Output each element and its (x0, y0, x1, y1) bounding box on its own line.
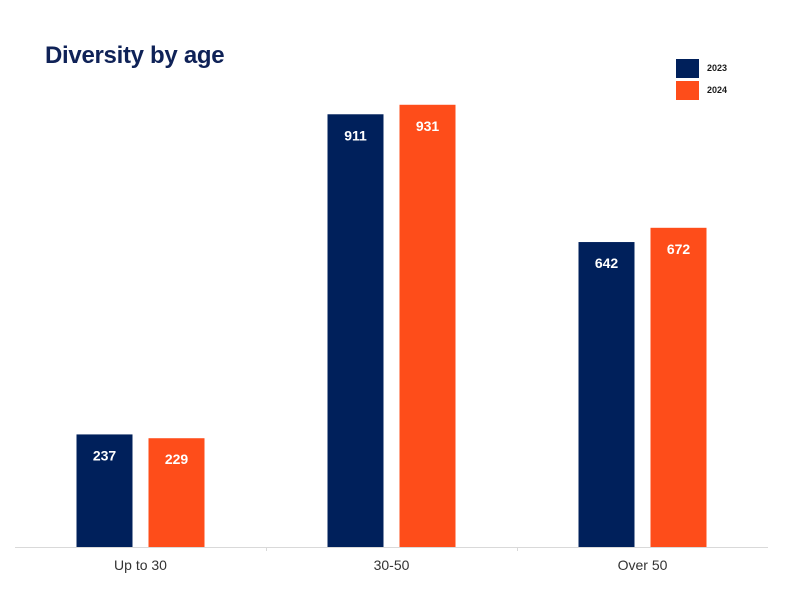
data-label: 911 (344, 127, 367, 143)
legend-swatch-2024 (676, 80, 699, 100)
bar-2024-30-50 (399, 104, 456, 548)
chart-title: Diversity by age (45, 42, 225, 69)
bar-2024-over-50 (650, 227, 707, 548)
data-label: 229 (165, 451, 189, 467)
legend-swatch-2023 (676, 58, 699, 78)
legend: 2023 2024 (676, 57, 727, 101)
x-tick-label: 30-50 (374, 557, 410, 573)
bar-2023-up-to-30 (76, 434, 133, 547)
data-label: 642 (595, 255, 619, 271)
x-tick-label: Up to 30 (114, 557, 167, 573)
data-label: 237 (93, 447, 117, 463)
legend-item-2023: 2023 (676, 57, 727, 79)
bar-2023-30-50 (327, 114, 384, 548)
bar-2024-up-to-30 (148, 438, 205, 547)
x-tick-label: Over 50 (618, 557, 668, 573)
legend-item-2024: 2024 (676, 79, 727, 101)
legend-label-2024: 2024 (707, 85, 728, 95)
data-label: 672 (667, 241, 691, 257)
legend-label-2023: 2023 (707, 63, 728, 73)
bar-2023-over-50 (578, 242, 635, 548)
data-label: 931 (416, 118, 440, 134)
